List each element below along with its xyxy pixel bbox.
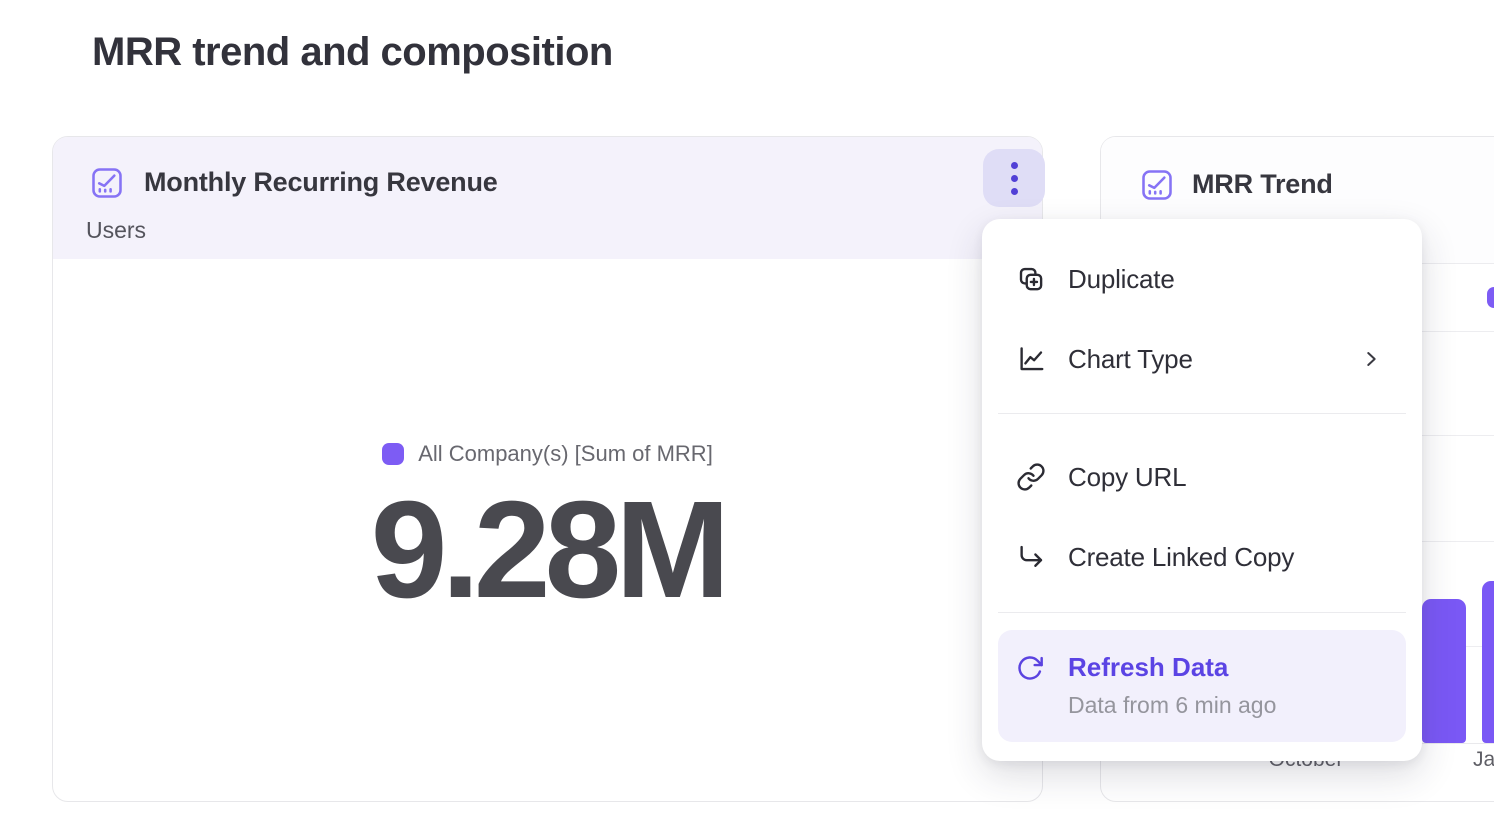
- refresh-data-sublabel: Data from 6 min ago: [1068, 692, 1277, 718]
- menu-divider: [998, 413, 1406, 414]
- kebab-menu-icon: [1010, 161, 1018, 169]
- menu-item-chart-type[interactable]: Chart Type: [982, 335, 1422, 383]
- mrr-card: Monthly Recurring Revenue Users All Comp…: [52, 136, 1045, 802]
- menu-item-refresh-data[interactable]: Refresh Data Data from 6 min ago: [998, 630, 1406, 742]
- chart-widget-icon: [89, 165, 125, 201]
- menu-item-label: Copy URL: [1068, 461, 1187, 492]
- trend-card-title: MRR Trend: [1192, 169, 1333, 199]
- kpi-legend: All Company(s) [Sum of MRR]: [382, 441, 713, 467]
- chart-widget-icon: [1139, 167, 1175, 203]
- linked-copy-icon: [1016, 542, 1046, 572]
- link-icon: [1016, 462, 1046, 492]
- bar-series: [1101, 264, 1494, 743]
- legend-swatch: [382, 443, 405, 465]
- mrr-card-title: Monthly Recurring Revenue: [144, 167, 498, 197]
- menu-item-label: Create Linked Copy: [1068, 541, 1295, 572]
- trend-bar: [1422, 599, 1466, 743]
- context-menu: Duplicate Chart Type Copy URL: [982, 219, 1422, 761]
- mrr-card-header: Monthly Recurring Revenue Users: [53, 137, 1045, 259]
- refresh-data-label: Refresh Data: [1068, 652, 1229, 682]
- menu-divider: [998, 612, 1406, 613]
- chevron-right-icon: [1360, 348, 1382, 370]
- menu-item-label: Duplicate: [1068, 263, 1175, 294]
- menu-item-label: Chart Type: [1068, 343, 1193, 374]
- kpi-value: 9.28M: [370, 473, 731, 627]
- menu-item-create-linked-copy[interactable]: Create Linked Copy: [982, 533, 1422, 581]
- menu-item-copy-url[interactable]: Copy URL: [982, 453, 1422, 501]
- page-title: MRR trend and composition: [92, 30, 613, 74]
- refresh-icon: [1016, 654, 1044, 682]
- card-menu-button[interactable]: [983, 149, 1045, 207]
- kpi-area: All Company(s) [Sum of MRR] 9.28M: [53, 259, 1042, 801]
- duplicate-icon: [1016, 264, 1046, 294]
- menu-item-duplicate[interactable]: Duplicate: [982, 255, 1422, 303]
- chart-type-icon: [1016, 344, 1046, 374]
- x-axis-label-january-truncated: Ja: [1473, 748, 1494, 771]
- trend-legend-swatch: [1487, 287, 1494, 308]
- trend-bar: [1482, 581, 1494, 743]
- mrr-card-subtitle: Users: [86, 217, 147, 243]
- legend-label: All Company(s) [Sum of MRR]: [418, 441, 713, 466]
